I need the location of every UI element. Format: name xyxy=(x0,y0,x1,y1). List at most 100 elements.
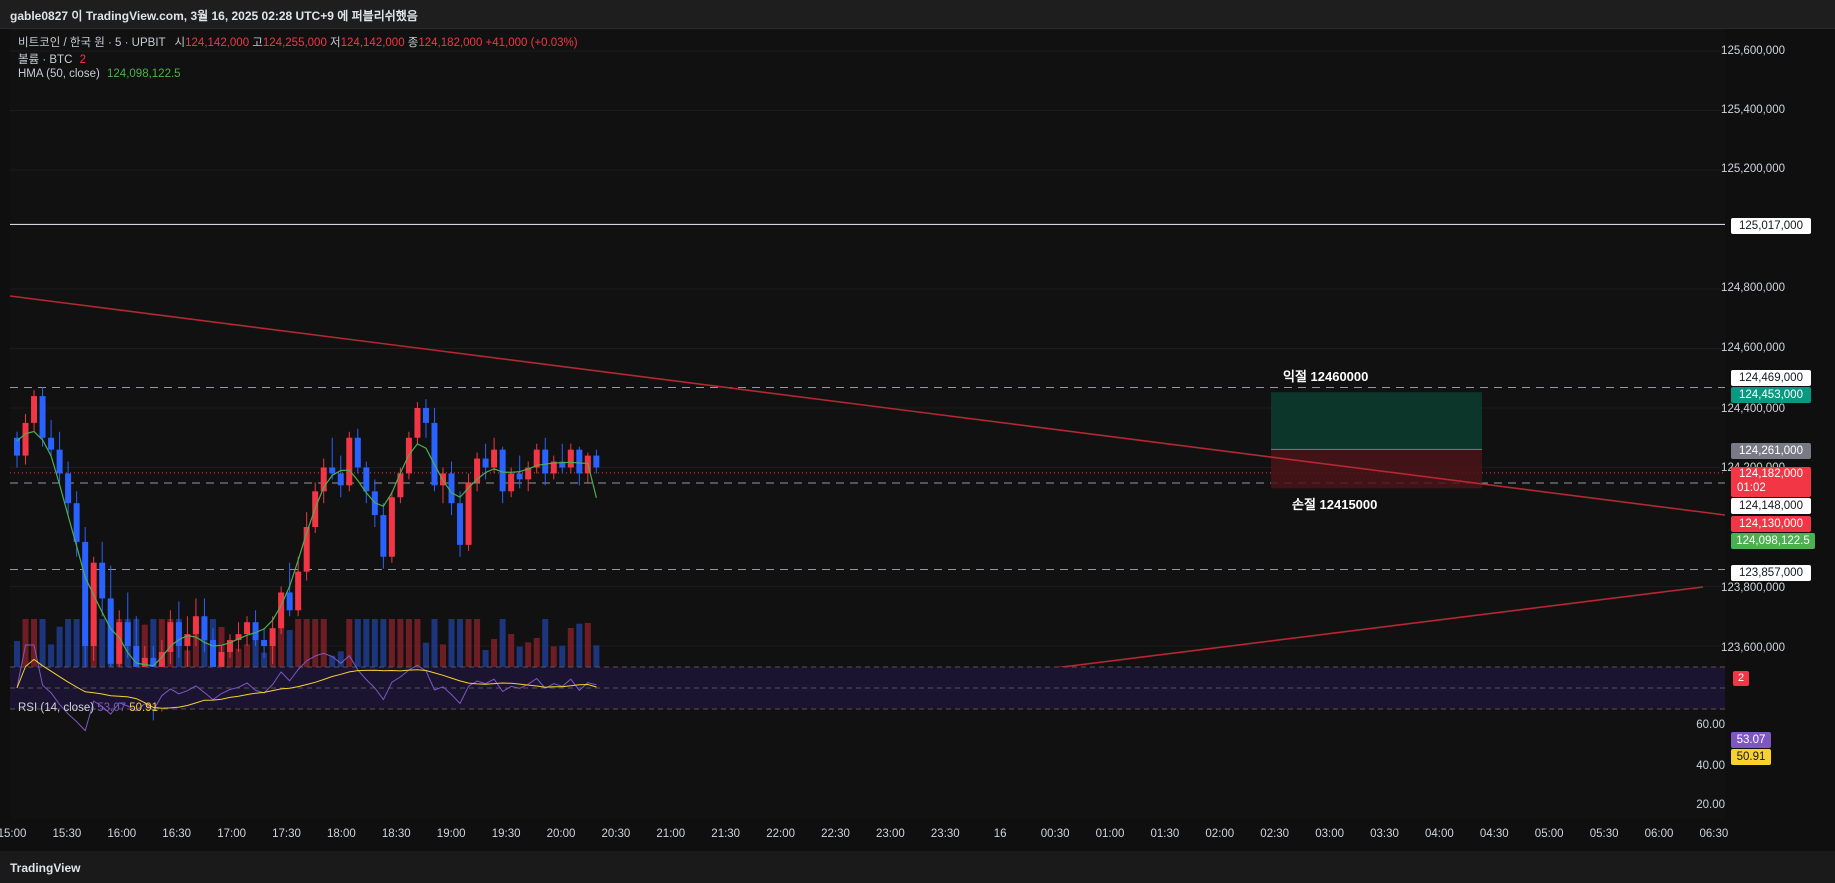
entry-price-tag[interactable]: 124,261,000 xyxy=(1731,443,1811,459)
volume-bar xyxy=(14,641,20,691)
candle-body xyxy=(465,482,472,545)
time-axis-label: 17:00 xyxy=(217,828,246,840)
tradingview-logo[interactable]: TradingView xyxy=(10,861,81,875)
sl-target-price-tag[interactable]: 124,130,000 xyxy=(1731,516,1811,532)
hma-price-tag[interactable]: 124,098,122.5 xyxy=(1731,533,1815,549)
time-axis-label: 03:00 xyxy=(1315,828,1344,840)
stop-loss-label[interactable]: 손절 12415000 xyxy=(1292,497,1378,512)
volume-bar xyxy=(584,623,591,691)
change-value: +41,000 (+0.03%) xyxy=(485,37,578,49)
volume-price-tag: 2 xyxy=(1733,671,1749,686)
candle-body xyxy=(90,562,97,646)
volume-bar xyxy=(405,619,412,691)
rsi-pane-bg xyxy=(10,691,1725,819)
volume-bar xyxy=(431,619,438,691)
footer-bar: TradingView xyxy=(0,851,1835,883)
sl-level-price-tag[interactable]: 124,148,000 xyxy=(1731,498,1811,514)
volume-bar xyxy=(465,619,472,691)
candle-body xyxy=(107,598,114,664)
volume-bar xyxy=(39,619,46,691)
candle-body xyxy=(65,473,72,504)
rsi-value-tag: 53.07 xyxy=(1731,732,1771,748)
time-axis-label: 23:30 xyxy=(930,828,960,840)
price-axis-label: 124,400,000 xyxy=(1721,403,1785,415)
rsi-indicator xyxy=(10,644,1725,732)
candle-body xyxy=(73,503,80,542)
candle-body xyxy=(39,396,46,438)
rsi-ma-tag: 50.91 xyxy=(1731,749,1771,765)
volume-bar xyxy=(380,619,387,691)
volume-bar xyxy=(457,619,464,691)
publish-header: gable0827 이 TradingView.com, 3월 16, 2025… xyxy=(0,0,1835,29)
time-axis-label: 00:30 xyxy=(1040,828,1070,840)
hma-legend[interactable]: HMA (50, close) 124,098,122.5 xyxy=(18,68,181,80)
candle-body xyxy=(380,515,387,557)
volume-bar xyxy=(448,619,455,691)
position-zones[interactable] xyxy=(1271,392,1482,489)
candle-body xyxy=(431,422,438,486)
tp-level-price-tag[interactable]: 124,469,000 xyxy=(1731,370,1811,386)
time-axis-label: 23:00 xyxy=(876,828,905,840)
time-axis-label: 15:30 xyxy=(52,828,82,840)
candle-body xyxy=(133,646,140,682)
time-axis-label: 01:30 xyxy=(1150,828,1180,840)
last-price-tag[interactable]: 124,182,000 01:02 xyxy=(1731,467,1811,497)
candle-body xyxy=(448,473,455,504)
time-axis-label: 18:00 xyxy=(327,828,356,840)
rsi-legend[interactable]: RSI (14, close) 53.07 50.91 xyxy=(18,702,158,714)
candle-body xyxy=(278,592,285,629)
volume-bar xyxy=(320,619,327,691)
rsi-axis-label: 60.00 xyxy=(1696,719,1725,731)
volume-bar xyxy=(312,619,319,691)
candle-body xyxy=(295,571,302,611)
rsi-value: 53.07 xyxy=(97,702,127,714)
candle-body xyxy=(422,408,429,423)
support-price-tag[interactable]: 123,857,000 xyxy=(1731,565,1811,581)
volume-bar xyxy=(371,619,378,691)
volume-bar xyxy=(22,619,29,691)
symbol-legend: 비트코인 / 한국 원 · 5 · UPBIT 시124,142,000 고12… xyxy=(18,34,578,50)
candle-body xyxy=(499,449,506,492)
candle-body xyxy=(346,437,353,486)
time-axis-label: 21:00 xyxy=(656,828,686,840)
candle-body xyxy=(457,503,464,545)
resistance-price-tag[interactable]: 125,017,000 xyxy=(1731,218,1811,234)
candle-body xyxy=(82,541,89,646)
candle-body xyxy=(363,467,370,492)
time-axis-label: 16 xyxy=(993,828,1007,840)
volume-bar xyxy=(252,640,259,691)
volume-bar xyxy=(31,619,38,691)
candle-body xyxy=(414,408,421,438)
time-axis-label: 18:30 xyxy=(381,828,411,840)
rsi-ma-line xyxy=(16,658,597,709)
hma-label: HMA (50, close) xyxy=(18,68,100,80)
candle-body xyxy=(491,449,498,468)
take-profit-zone xyxy=(1271,392,1482,450)
symbol-name[interactable]: 비트코인 / 한국 원 · 5 · UPBIT xyxy=(18,37,166,49)
candle-body xyxy=(567,449,574,468)
price-axis-label: 125,600,000 xyxy=(1721,45,1785,57)
tp-target-price-tag[interactable]: 124,453,000 xyxy=(1731,387,1811,403)
candle-body xyxy=(482,458,489,468)
candle-body xyxy=(116,622,123,664)
rsi-line xyxy=(16,644,597,732)
close-label: 종 xyxy=(407,37,419,49)
time-axis-label: 16:30 xyxy=(162,828,192,840)
candle-body xyxy=(516,473,523,480)
candle-body xyxy=(593,455,600,468)
time-axis-label: 04:30 xyxy=(1479,828,1509,840)
volume-bar xyxy=(346,619,353,691)
rsi-axis-label: 20.00 xyxy=(1696,799,1725,811)
candle-body xyxy=(397,473,404,498)
price-axis-label: 123,800,000 xyxy=(1721,582,1785,594)
volume-legend[interactable]: 볼륨 · BTC 2 xyxy=(18,51,86,67)
candle-body xyxy=(14,437,20,456)
candle-body xyxy=(209,640,216,670)
candle-body xyxy=(244,622,251,635)
candle-body xyxy=(252,622,259,641)
take-profit-label[interactable]: 익절 12460000 xyxy=(1283,369,1369,384)
candle-body xyxy=(559,461,566,468)
volume-bar xyxy=(388,619,395,691)
rsi-axis-label: 40.00 xyxy=(1696,760,1725,772)
